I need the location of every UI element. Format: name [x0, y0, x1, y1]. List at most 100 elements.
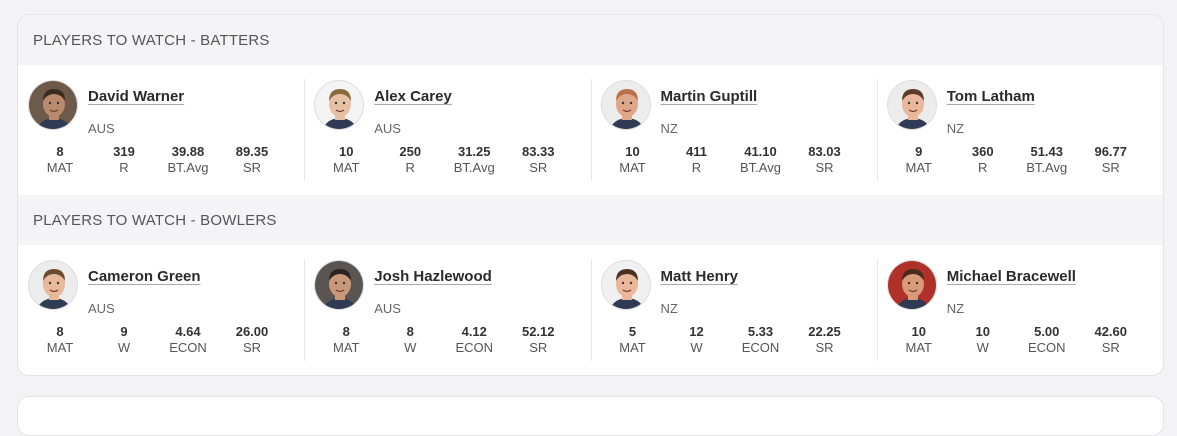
- stat-mat: 10 MAT: [314, 144, 378, 175]
- stat-label: MAT: [619, 160, 646, 175]
- player-name-link[interactable]: Matt Henry: [660, 268, 739, 285]
- player-card: Tom Latham NZ 9 MAT 360 R 51.43 BT.Avg 96.77 SR: [876, 65, 1163, 195]
- stat-label: SR: [242, 160, 262, 175]
- stat-value: 4.12: [461, 324, 487, 339]
- player-team: AUS: [374, 301, 401, 316]
- stat-sr: 83.33 SR: [506, 144, 570, 175]
- player-name-link[interactable]: Tom Latham: [946, 88, 1035, 105]
- stat-label: MAT: [905, 160, 932, 175]
- stat-mat: 10 MAT: [887, 324, 951, 355]
- player-avatar[interactable]: [600, 80, 651, 130]
- stat-value: 22.25: [808, 324, 841, 339]
- player-stats: 8 MAT 8 W 4.12 ECON 52.12 SR: [314, 324, 580, 355]
- stat-mat: 8 MAT: [28, 144, 92, 175]
- stat-sr: 52.12 SR: [506, 324, 570, 355]
- player-stats: 8 MAT 319 R 39.88 BT.Avg 89.35 SR: [28, 144, 294, 175]
- stat-mat: 8 MAT: [314, 324, 378, 355]
- stat-value: 26.00: [235, 324, 269, 339]
- stat-label: MAT: [46, 340, 74, 355]
- next-card: [17, 396, 1164, 436]
- batters-row: David Warner AUS 8 MAT 319 R 39.88 BT.Avg 89.3…: [18, 65, 1163, 195]
- player-avatar[interactable]: [886, 80, 937, 130]
- player-name-link[interactable]: Martin Guptill: [660, 88, 758, 105]
- player-team: NZ: [946, 121, 965, 136]
- stat-label: W: [404, 340, 417, 355]
- stat-label: SR: [242, 340, 262, 355]
- stat-label: W: [690, 340, 703, 355]
- stat-label: MAT: [619, 340, 646, 355]
- player-name-link[interactable]: Alex Carey: [374, 88, 452, 105]
- player-team: NZ: [660, 121, 678, 136]
- stat-value: 4.64: [175, 324, 201, 339]
- player-stats: 10 MAT 10 W 5.00 ECON 42.60 SR: [887, 324, 1153, 355]
- stat-value: 51.43: [1030, 144, 1064, 159]
- stat-value: 411: [686, 144, 707, 159]
- player-avatar[interactable]: [600, 260, 651, 310]
- player-card: Matt Henry NZ 5 MAT 12 W 5.33 ECON 22.25 SR: [590, 245, 877, 375]
- player-stats: 9 MAT 360 R 51.43 BT.Avg 96.77 SR: [887, 144, 1153, 175]
- player-team: AUS: [88, 301, 115, 316]
- stat-label: BT.Avg: [167, 160, 209, 175]
- stat-value: 319: [113, 144, 135, 159]
- player-avatar[interactable]: [28, 80, 78, 130]
- stat-value: 8: [342, 324, 350, 339]
- stat-value: 83.33: [521, 144, 555, 159]
- players-to-watch-card: PLAYERS TO WATCH - BATTERS David Warner …: [17, 14, 1164, 376]
- stat-label: R: [119, 160, 129, 175]
- stat-label: W: [117, 340, 131, 355]
- stat-value: 360: [971, 144, 994, 159]
- stat-label: MAT: [46, 160, 74, 175]
- stat-value: 10: [625, 144, 640, 159]
- player-avatar[interactable]: [314, 260, 365, 310]
- stat-sr: 89.35 SR: [220, 144, 284, 175]
- player-team: AUS: [374, 121, 401, 136]
- stat-econ: 4.64 ECON: [156, 324, 220, 355]
- player-avatar[interactable]: [28, 260, 78, 310]
- player-stats: 10 MAT 250 R 31.25 BT.Avg 83.33 SR: [314, 144, 580, 175]
- stat-value: 96.77: [1094, 144, 1128, 159]
- stat-w: 10 W: [951, 324, 1015, 355]
- stat-value: 9: [120, 324, 128, 339]
- player-team: NZ: [660, 301, 678, 316]
- section-title-bowlers: PLAYERS TO WATCH - BOWLERS: [18, 195, 1163, 245]
- player-avatar[interactable]: [314, 80, 365, 130]
- player-stats: 10 MAT 411 R 41.10 BT.Avg 83.03 SR: [601, 144, 867, 175]
- stat-label: BT.Avg: [453, 160, 495, 175]
- section-title-batters: PLAYERS TO WATCH - BATTERS: [18, 15, 1163, 65]
- player-avatar[interactable]: [886, 260, 937, 310]
- stat-w: 12 W: [665, 324, 729, 355]
- player-name-link[interactable]: Josh Hazlewood: [374, 268, 492, 285]
- stat-btavg: 41.10 BT.Avg: [729, 144, 793, 175]
- stat-value: 10: [975, 324, 990, 339]
- stat-r: 411 R: [665, 144, 729, 175]
- player-card: Cameron Green AUS 8 MAT 9 W 4.64 ECON 26.00 SR: [18, 245, 304, 375]
- stat-label: ECON: [1027, 340, 1066, 355]
- stat-sr: 26.00 SR: [220, 324, 284, 355]
- stat-label: SR: [1101, 160, 1120, 175]
- stat-value: 5.00: [1034, 324, 1060, 339]
- player-name-link[interactable]: David Warner: [88, 88, 185, 105]
- stat-label: SR: [815, 160, 834, 175]
- player-name-link[interactable]: Michael Bracewell: [946, 268, 1076, 285]
- player-card: Martin Guptill NZ 10 MAT 411 R 41.10 BT.Avg 83…: [590, 65, 877, 195]
- stat-econ: 4.12 ECON: [442, 324, 506, 355]
- stat-label: SR: [1101, 340, 1120, 355]
- player-name-link[interactable]: Cameron Green: [88, 268, 201, 285]
- stat-mat: 5 MAT: [601, 324, 665, 355]
- stat-label: ECON: [741, 340, 780, 355]
- stat-btavg: 51.43 BT.Avg: [1015, 144, 1079, 175]
- stat-econ: 5.00 ECON: [1015, 324, 1079, 355]
- stat-r: 360 R: [951, 144, 1015, 175]
- stat-label: MAT: [333, 340, 360, 355]
- player-card: David Warner AUS 8 MAT 319 R 39.88 BT.Avg 89.3…: [18, 65, 304, 195]
- stat-label: MAT: [333, 160, 360, 175]
- player-card: Alex Carey AUS 10 MAT 250 R 31.25 BT.Avg 83.33…: [304, 65, 590, 195]
- stat-label: R: [691, 160, 702, 175]
- stat-value: 8: [56, 144, 64, 159]
- stat-value: 250: [399, 144, 422, 159]
- stat-econ: 5.33 ECON: [729, 324, 793, 355]
- stat-sr: 96.77 SR: [1079, 144, 1143, 175]
- stat-value: 42.60: [1094, 324, 1128, 339]
- stat-label: SR: [529, 340, 548, 355]
